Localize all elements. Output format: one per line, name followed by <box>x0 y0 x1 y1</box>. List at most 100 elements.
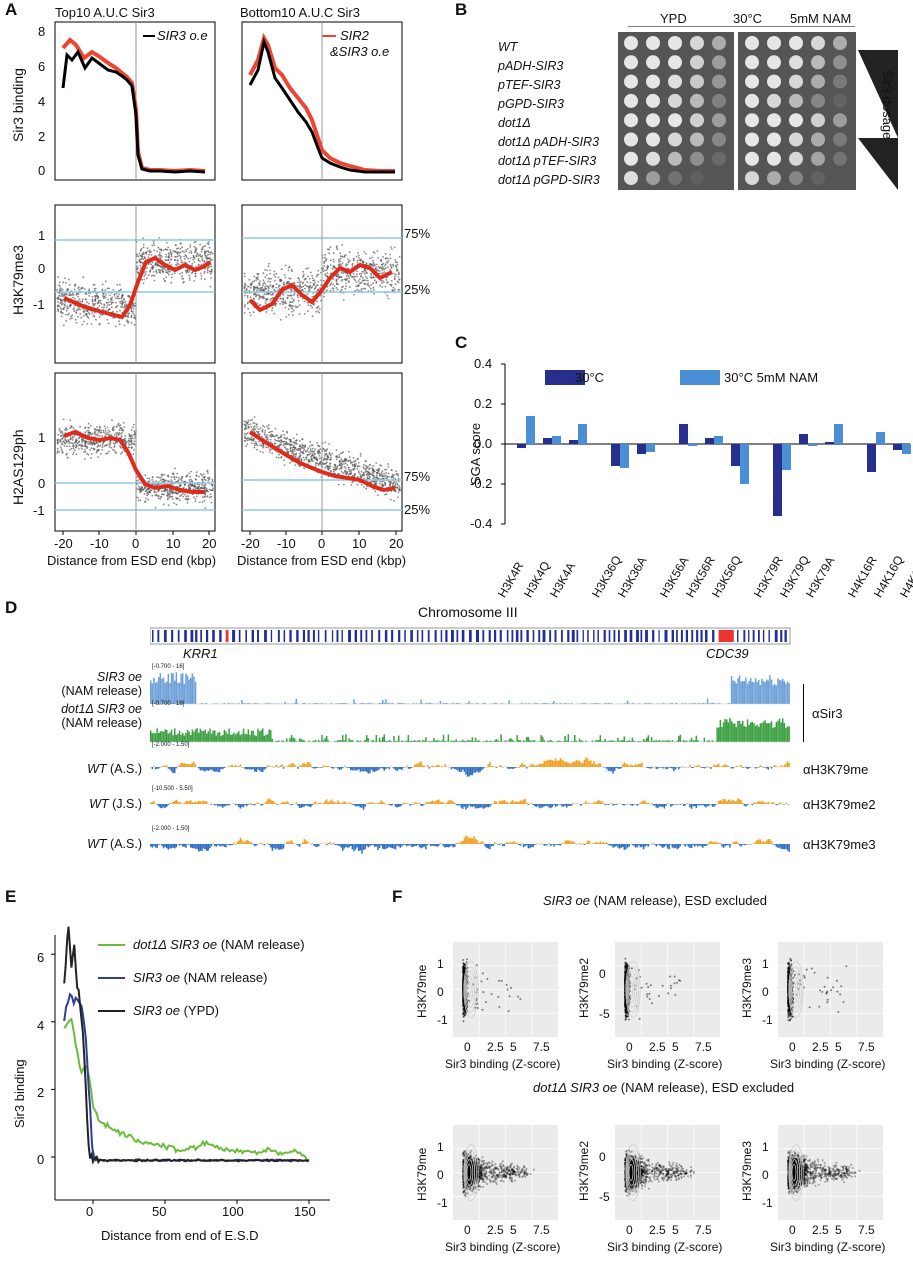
f-xtick: 5 <box>672 1223 679 1237</box>
plot-a-r2c1 <box>54 204 216 364</box>
sga-bar <box>782 444 791 470</box>
f-xtick: 5 <box>510 1223 517 1237</box>
sga-bar <box>569 440 578 444</box>
strain-dot1-ptef: dot1Δ pTEF-SIR3 <box>498 154 597 168</box>
sga-bar <box>552 436 561 444</box>
f-xtick: 0 <box>464 1040 471 1054</box>
legend-e-2: SIR3 oe (NAM release) <box>133 970 268 985</box>
f-ytick: -1 <box>762 1013 773 1027</box>
legend-sir3-oe: SIR3 o.e <box>157 28 208 43</box>
label-ah3k79me2: αH3K79me2 <box>803 797 876 812</box>
label-asir3: αSir3 <box>812 706 843 721</box>
strain-padh: pADH-SIR3 <box>498 59 564 73</box>
f-ytick: -5 <box>599 1190 610 1204</box>
panelA-col1-title: Top10 A.U.C Sir3 <box>55 5 155 20</box>
pct-75: 75% <box>404 226 431 241</box>
dosage-triangle-top <box>858 50 898 138</box>
f-xtick: 0 <box>626 1223 633 1237</box>
f-xlabel: Sir3 binding (Z-score) <box>770 1057 886 1071</box>
f-xtick: 5 <box>510 1040 517 1054</box>
xtick: 10 <box>166 536 181 551</box>
f-xtick: 2.5 <box>812 1223 829 1237</box>
sga-ytick: 0.2 <box>474 396 493 411</box>
xtick: -20 <box>241 536 260 551</box>
f-ylabel: H3K79me2 <box>577 1140 591 1201</box>
e-xtick: 100 <box>222 1204 244 1219</box>
track3-range: [-2.000 - 1.50] <box>152 742 190 748</box>
e-xtick: 50 <box>152 1204 167 1219</box>
track4-range: [-10.500 - 5.50] <box>152 786 193 792</box>
strain-wt: WT <box>498 40 518 54</box>
f-xtick: 0 <box>789 1223 796 1237</box>
ytick: 6 <box>38 59 46 74</box>
track5-range: [-2.000 - 1.50] <box>152 826 190 832</box>
sga-ytick: 0.0 <box>474 436 493 451</box>
plot-a-r1c1 <box>54 21 216 181</box>
sga-bar <box>834 424 843 444</box>
strain-dot1: dot1Δ <box>498 116 531 130</box>
sga-bar <box>714 436 723 444</box>
f-ytick: 0 <box>762 985 769 999</box>
e-xtick: 150 <box>294 1204 316 1219</box>
f-xlabel: Sir3 binding (Z-score) <box>607 1240 723 1254</box>
f-ytick: -1 <box>762 1196 773 1210</box>
panelE-xlabel: Distance from end of E.S.D <box>101 1228 259 1243</box>
panelF-scatters <box>453 942 883 1220</box>
f-ytick: -1 <box>437 1196 448 1210</box>
sga-bar <box>526 416 535 444</box>
panelE-chart <box>51 926 330 1204</box>
panel-label-f: F <box>392 887 403 906</box>
f-ytick: 1 <box>762 1140 769 1154</box>
sga-bar <box>620 444 629 468</box>
track2-label: dot1Δ SIR3 oe (NAM release) <box>61 702 142 730</box>
f-ylabel: H3K79me3 <box>740 957 754 1018</box>
f-xtick: 5 <box>835 1040 842 1054</box>
xtick: 20 <box>202 536 217 551</box>
plot-a-r3c2 <box>241 372 403 532</box>
label-ah3k79me: αH3K79me <box>803 762 869 777</box>
f-ytick: -1 <box>437 1013 448 1027</box>
asir3-bracket <box>803 684 804 742</box>
track1-range: [-0.700 - 16] <box>152 664 185 670</box>
strain-pgpd: pGPD-SIR3 <box>498 97 564 111</box>
e-ytick: 2 <box>37 1085 45 1100</box>
track4-label: WT (J.S.) <box>89 797 142 811</box>
panelE-ylabel: Sir3 binding <box>12 1059 27 1128</box>
f-ytick: 0 <box>437 1168 444 1182</box>
legend-sir2-sir3: &SIR3 o.e <box>330 44 390 59</box>
track2-range: [-0.700 - 16] <box>152 701 185 707</box>
panel-label-b: B <box>455 0 468 19</box>
f-ytick: 0 <box>599 1150 606 1164</box>
e-ytick: 4 <box>37 1018 45 1033</box>
f-xtick: 7.5 <box>533 1223 550 1237</box>
panelA-xlabel-2: Distance from ESD end (kbp) <box>237 553 407 568</box>
f-ytick: -5 <box>599 1007 610 1021</box>
chromosome-ideogram <box>150 627 791 645</box>
f-xtick: 0 <box>626 1040 633 1054</box>
f-ylabel: H3K79me2 <box>577 957 591 1018</box>
legend-swatch-nam <box>680 370 720 385</box>
sga-bar <box>799 434 808 444</box>
chromosome-title: Chromosome III <box>418 604 518 620</box>
panelF-title-top: SIR3 oe (NAM release), ESD excluded <box>543 893 767 908</box>
panelA-plots <box>54 21 403 535</box>
f-xtick: 7.5 <box>858 1040 875 1054</box>
sga-bar <box>876 432 885 444</box>
ytick: 4 <box>38 94 46 109</box>
sga-bar <box>825 442 834 444</box>
plate-images <box>618 26 898 190</box>
f-ytick: 1 <box>437 957 444 971</box>
f-xtick: 7.5 <box>695 1223 712 1237</box>
sga-ytick: -0.2 <box>470 476 493 491</box>
f-xtick: 0 <box>464 1223 471 1237</box>
sga-chart <box>501 363 911 525</box>
sga-bar <box>578 424 587 444</box>
sga-bar <box>893 444 902 450</box>
sga-ytick: 0.4 <box>474 356 493 371</box>
sga-bar <box>646 444 655 452</box>
sga-bar <box>688 444 697 446</box>
sga-ytick: -0.4 <box>470 516 493 531</box>
panelA-col2-title: Bottom10 A.U.C Sir3 <box>240 5 360 20</box>
panel-label-e: E <box>5 887 17 906</box>
ytick: 0 <box>38 476 46 491</box>
